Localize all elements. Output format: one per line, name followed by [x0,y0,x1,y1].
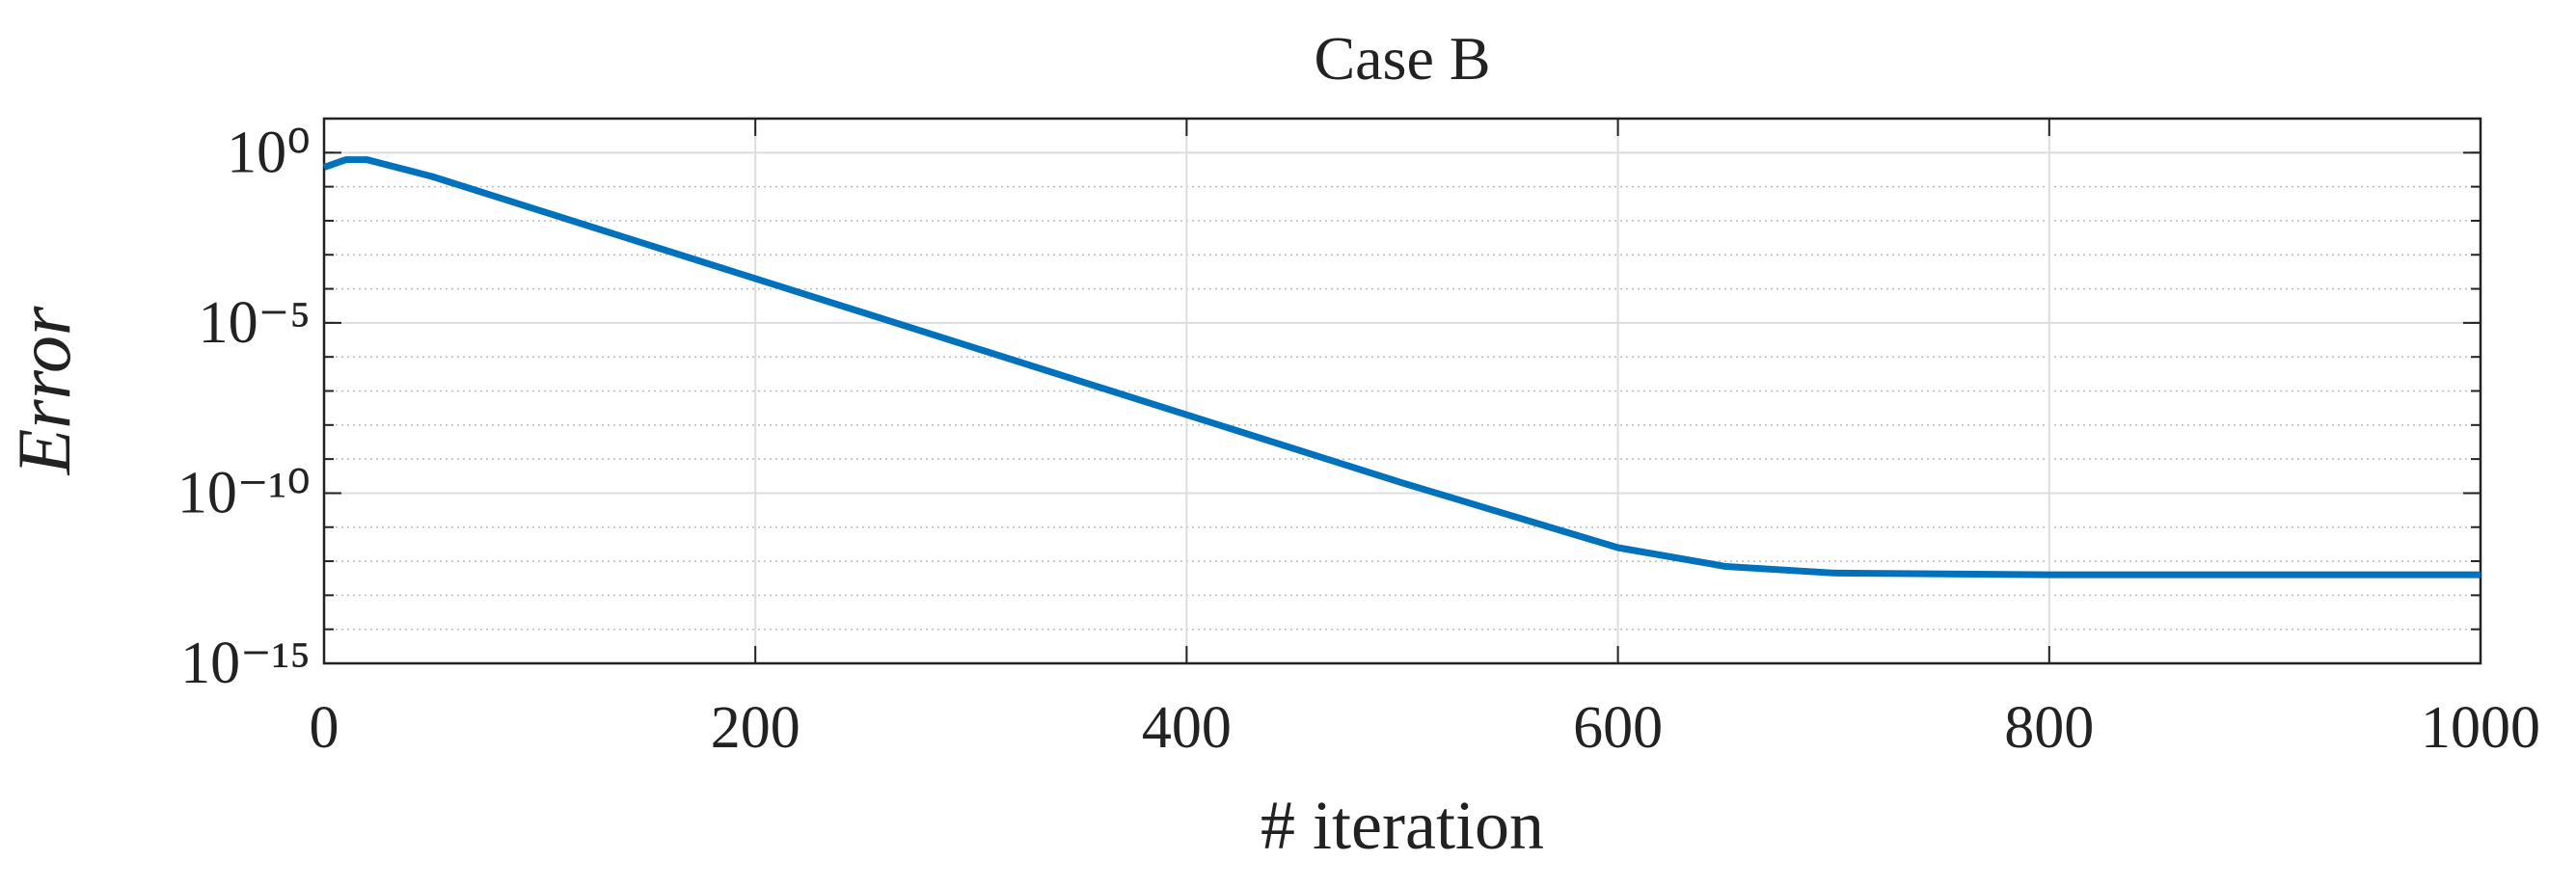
y-tick-label: 10⁰ [227,120,311,185]
y-tick-label: 10⁻¹⁰ [177,460,311,525]
x-tick-label: 1000 [2421,695,2540,761]
data-line [322,156,2481,579]
plot-frame [322,117,2482,665]
y-tick-label: 10⁻⁵ [199,290,311,356]
x-tick-label: 400 [1142,695,1232,761]
x-tick-label: 600 [1573,695,1663,761]
x-axis-label: # iteration [1261,787,1544,864]
y-tick-label: 10⁻¹⁵ [180,631,311,696]
x-tick-label: 0 [310,695,339,761]
x-tick-label: 800 [2004,695,2094,761]
y-axis-label: Error [2,306,86,475]
x-tick-label: 200 [711,695,800,761]
chart-title: Case B [1314,24,1490,93]
